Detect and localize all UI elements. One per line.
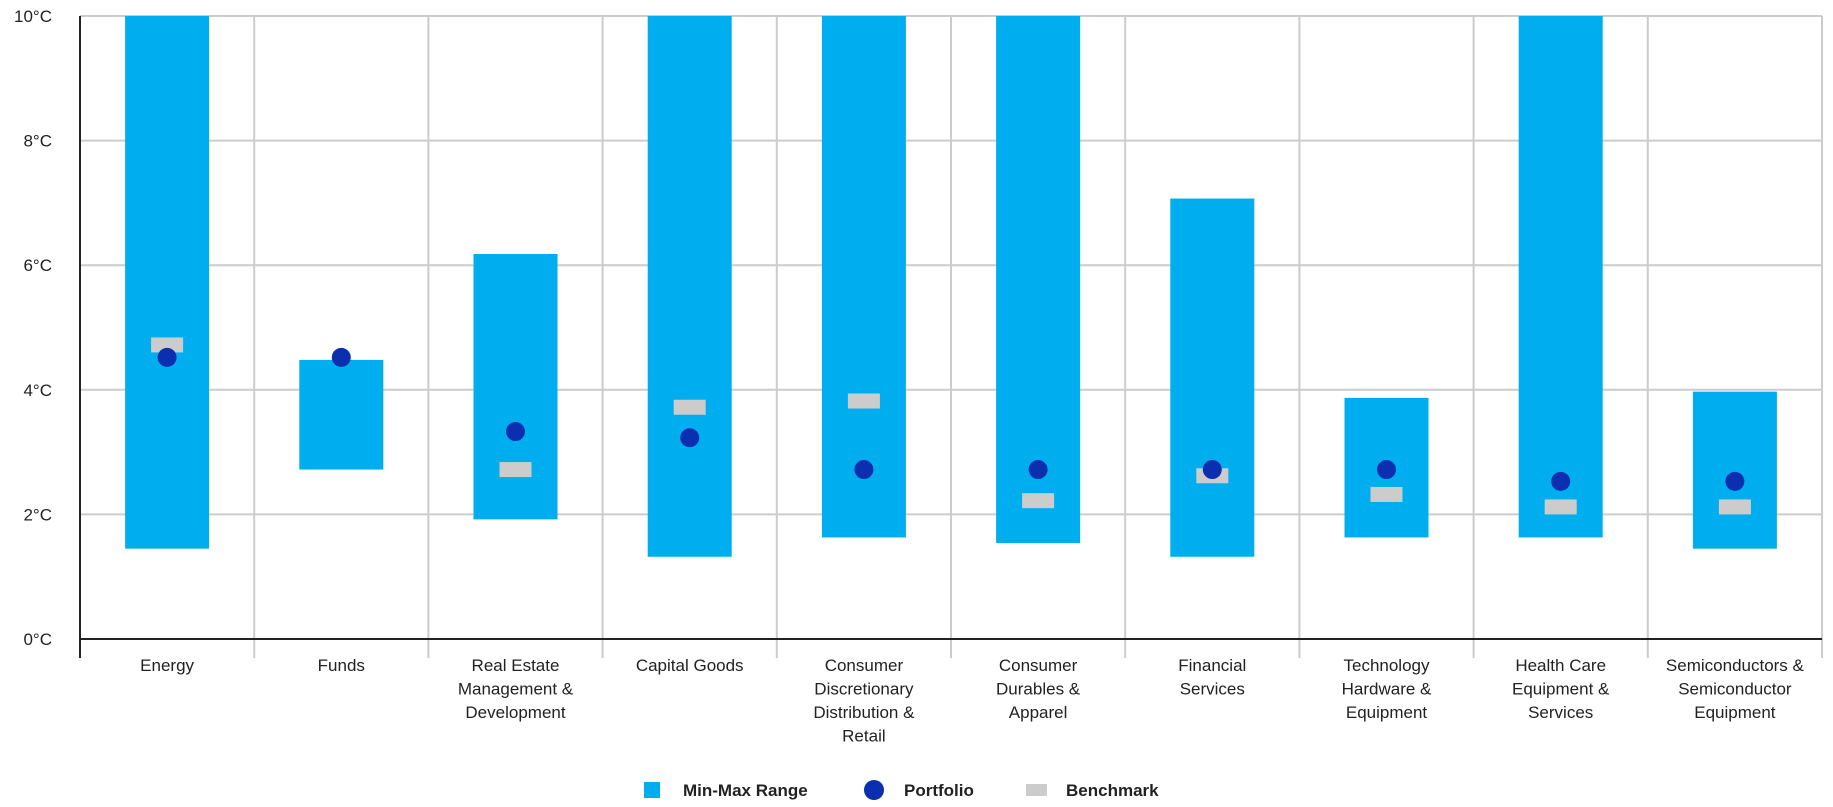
legend-label: Portfolio <box>904 781 974 800</box>
axis-layer <box>79 16 1822 658</box>
portfolio-point <box>1202 460 1222 480</box>
range-bar <box>647 16 732 557</box>
portfolio-points-layer <box>157 347 1745 491</box>
legend-item-benchmark: Benchmark <box>1026 781 1159 800</box>
x-category-label: Financial Services <box>1178 656 1246 699</box>
portfolio-point <box>157 347 177 367</box>
x-category-label: Health Care Equipment & Services <box>1512 656 1610 722</box>
portfolio-point <box>1377 460 1396 480</box>
portfolio-point <box>854 460 874 480</box>
benchmark-marker <box>847 393 880 409</box>
legend-swatch-circle <box>864 780 884 800</box>
x-category-label: Consumer Durables & Apparel <box>996 656 1081 722</box>
benchmark-markers-layer <box>151 337 1751 515</box>
x-category-label: Capital Goods <box>636 656 744 675</box>
legend-item-min-max-range: Min-Max Range <box>644 781 808 800</box>
y-tick-label: 10°C <box>14 7 52 26</box>
legend: Min-Max Range Portfolio Benchmark <box>644 780 1159 800</box>
benchmark-marker <box>499 462 532 478</box>
legend-swatch-square <box>644 782 660 798</box>
x-category-label: Funds <box>318 656 365 675</box>
y-tick-label: 8°C <box>23 132 52 151</box>
range-bar <box>821 16 906 538</box>
legend-item-portfolio: Portfolio <box>864 780 974 800</box>
benchmark-marker <box>1544 499 1577 515</box>
benchmark-marker <box>673 399 706 415</box>
portfolio-point <box>331 347 351 367</box>
range-bar <box>299 359 384 470</box>
y-tick-labels: 0°C 2°C 4°C 6°C 8°C 10°C <box>14 7 52 649</box>
benchmark-marker <box>1718 499 1751 515</box>
x-category-label: Energy <box>140 656 194 675</box>
portfolio-point <box>680 428 700 448</box>
range-bar <box>1518 16 1603 538</box>
y-tick-label: 4°C <box>23 381 52 400</box>
range-bar <box>996 16 1081 544</box>
x-category-label: Consumer Discretionary Distribution & Retai… <box>813 656 915 746</box>
y-tick-label: 6°C <box>23 256 52 275</box>
legend-label: Benchmark <box>1066 781 1159 800</box>
benchmark-marker <box>1022 493 1055 509</box>
range-bar <box>1170 198 1255 557</box>
x-category-label: Semiconductors & Semiconductor Equipment <box>1666 656 1805 722</box>
legend-swatch-bar <box>1026 784 1047 796</box>
legend-label: Min-Max Range <box>683 781 808 800</box>
range-bar <box>473 253 558 520</box>
portfolio-point <box>1028 460 1048 480</box>
y-tick-label: 2°C <box>23 505 52 524</box>
x-category-label: Real Estate Management & Development <box>458 656 574 722</box>
x-category-label: Technology Hardware & Equipment <box>1342 656 1432 722</box>
y-tick-label: 0°C <box>23 630 52 649</box>
range-bar <box>125 16 210 549</box>
x-category-labels: Energy Funds Real Estate Management & Develo… <box>140 656 1804 746</box>
portfolio-point <box>1725 471 1745 491</box>
range-bar <box>1692 391 1777 549</box>
portfolio-point <box>1551 471 1571 491</box>
benchmark-marker <box>1370 486 1403 502</box>
portfolio-point <box>506 422 525 442</box>
benchmark-marker <box>151 337 184 353</box>
